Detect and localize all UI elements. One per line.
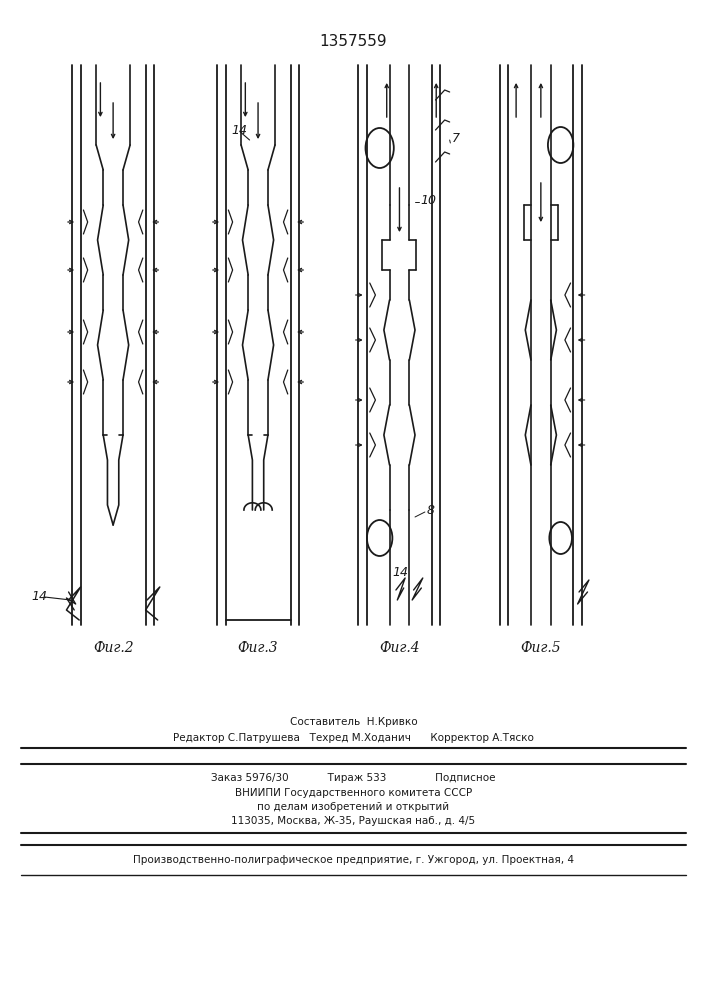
Text: Фиг.3: Фиг.3 xyxy=(238,641,279,655)
Text: Заказ 5976/30            Тираж 533               Подписное: Заказ 5976/30 Тираж 533 Подписное xyxy=(211,773,496,783)
Text: Фиг.5: Фиг.5 xyxy=(520,641,561,655)
Text: 113035, Москва, Ж-35, Раушская наб., д. 4/5: 113035, Москва, Ж-35, Раушская наб., д. … xyxy=(231,816,476,826)
Text: 14: 14 xyxy=(392,566,409,578)
Text: Фиг.2: Фиг.2 xyxy=(93,641,134,655)
Text: Составитель  Н.Кривко: Составитель Н.Кривко xyxy=(290,717,417,727)
Text: 7: 7 xyxy=(452,131,460,144)
Text: 14: 14 xyxy=(231,123,247,136)
Text: ВНИИПИ Государственного комитета СССР: ВНИИПИ Государственного комитета СССР xyxy=(235,788,472,798)
Text: по делам изобретений и открытий: по делам изобретений и открытий xyxy=(257,802,450,812)
Text: Редактор С.Патрушева   Техред М.Ходанич      Корректор А.Тяско: Редактор С.Патрушева Техред М.Ходанич Ко… xyxy=(173,733,534,743)
Text: 14: 14 xyxy=(32,590,48,603)
Text: 10: 10 xyxy=(421,194,437,207)
Text: Производственно-полиграфическое предприятие, г. Ужгород, ул. Проектная, 4: Производственно-полиграфическое предприя… xyxy=(133,855,574,865)
Text: 8: 8 xyxy=(426,504,434,516)
Text: 1357559: 1357559 xyxy=(320,34,387,49)
Text: Фиг.4: Фиг.4 xyxy=(379,641,420,655)
